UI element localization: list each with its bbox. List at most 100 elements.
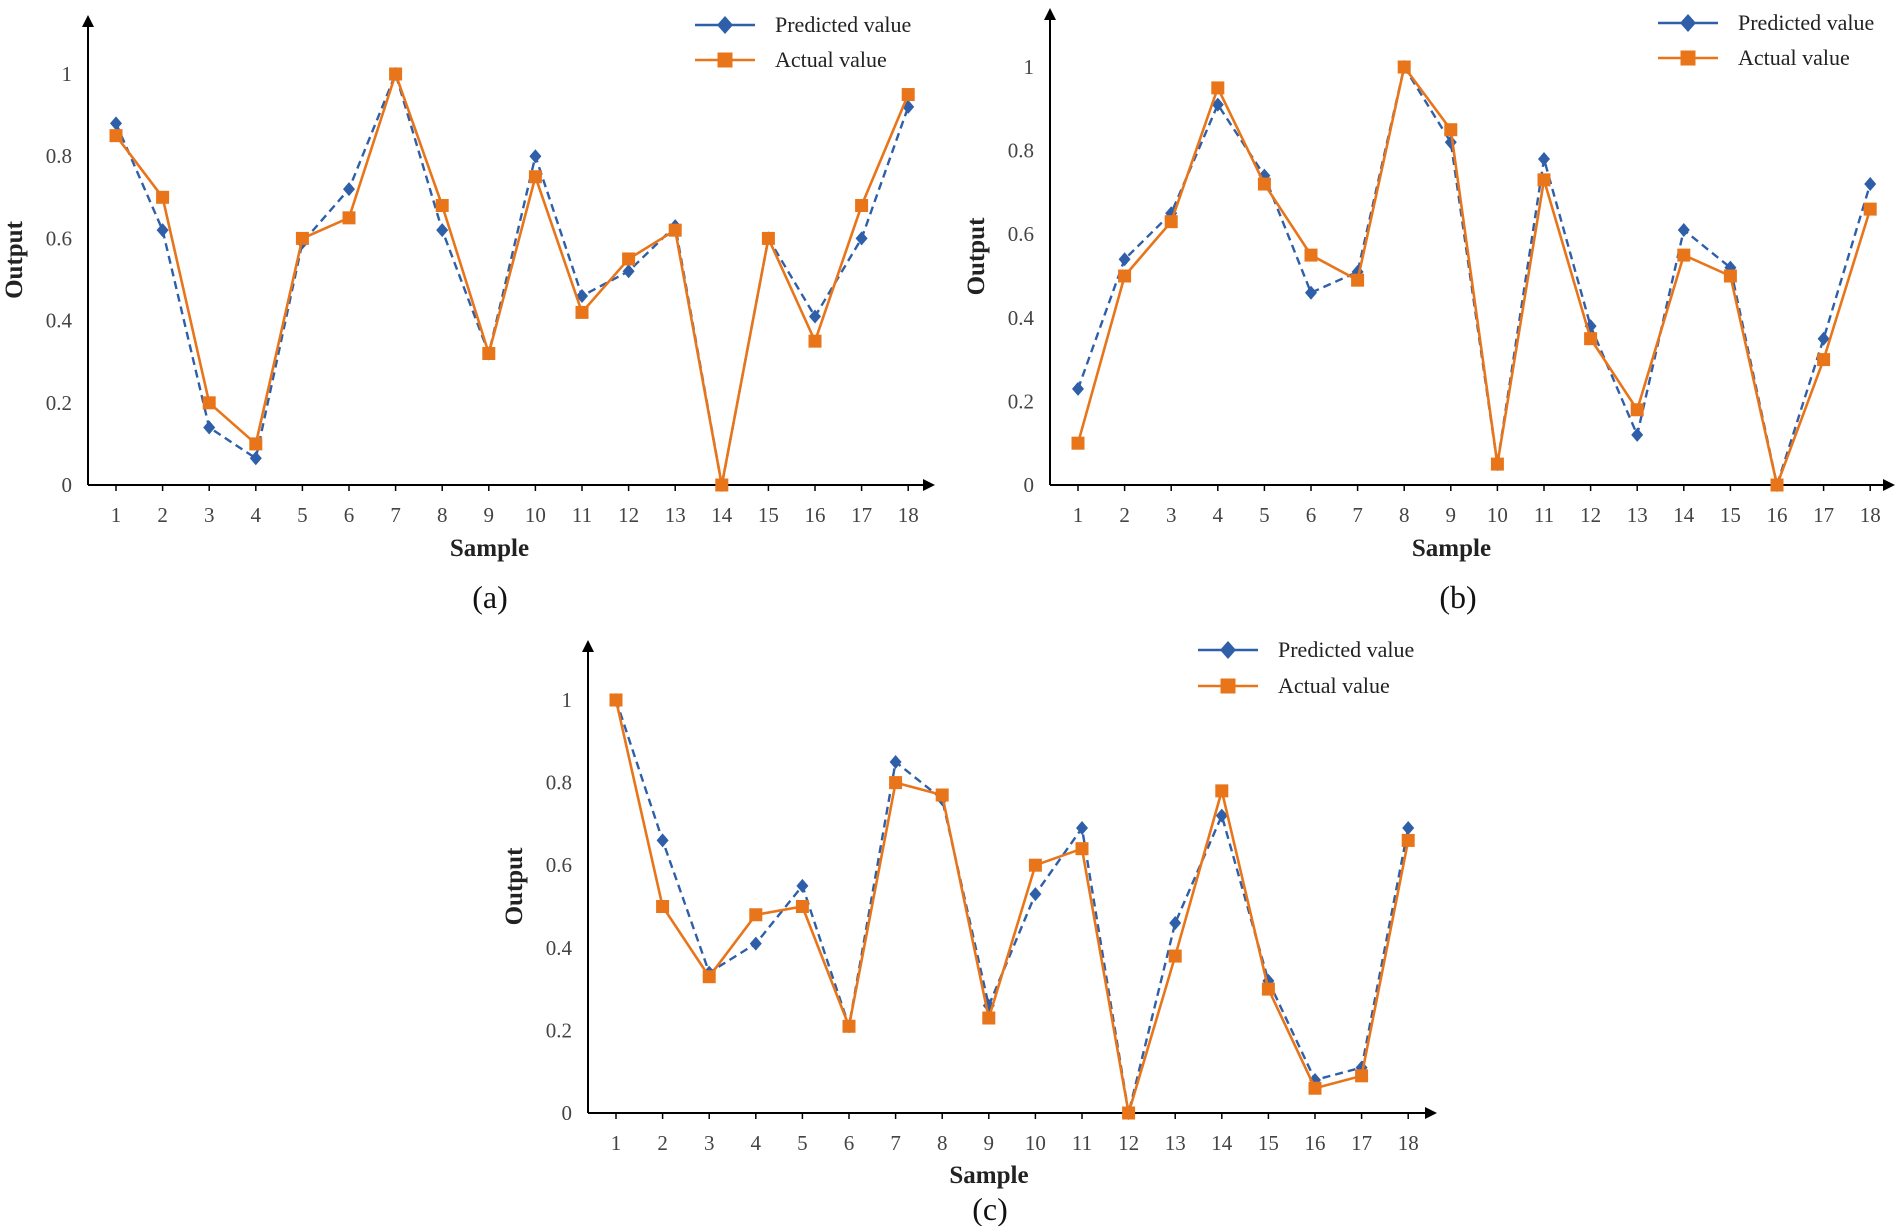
- legend-label-predicted: Predicted value: [1278, 637, 1414, 662]
- data-point-actual: [622, 252, 636, 266]
- data-point-actual: [1770, 478, 1784, 492]
- x-tick-label: 12: [618, 503, 639, 527]
- x-tick-label: 6: [844, 1131, 855, 1155]
- data-point-predicted: [249, 451, 262, 466]
- data-point-actual: [935, 788, 949, 802]
- data-point-predicted: [796, 878, 809, 893]
- series-line-actual: [614, 699, 1410, 1114]
- y-tick-label: 0.2: [546, 1018, 572, 1042]
- data-point-actual: [109, 129, 123, 143]
- x-tick-label: 9: [984, 1131, 995, 1155]
- x-tick-label: 10: [1487, 503, 1508, 527]
- data-point-actual: [1351, 273, 1365, 287]
- chart-panel-3: 00.20.40.60.811 2 3 4 5 6 7 8 9 10 11 12 13 14 15 16 17 1…: [501, 637, 1437, 1226]
- y-tick-label: 0.4: [1008, 306, 1035, 330]
- x-tick-label: 13: [1165, 1131, 1186, 1155]
- y-axis-title: Output: [1, 220, 28, 298]
- legend-label-predicted: Predicted value: [775, 12, 911, 37]
- y-axis-arrow-icon: [82, 15, 94, 27]
- data-point-predicted: [203, 420, 216, 435]
- data-point-predicted: [1029, 887, 1042, 902]
- legend-diamond-icon: [1220, 641, 1236, 659]
- x-tick-label: 11: [1072, 1131, 1092, 1155]
- y-tick-label: 0.8: [546, 771, 572, 795]
- data-point-actual: [668, 223, 682, 237]
- legend: Predicted value Actual value: [1198, 637, 1414, 698]
- x-tick-label: 15: [1720, 503, 1741, 527]
- x-tick-label: 9: [484, 503, 495, 527]
- data-point-actual: [1444, 123, 1458, 137]
- data-point-actual: [1257, 177, 1271, 191]
- legend: Predicted value Actual value: [695, 12, 911, 72]
- data-point-predicted: [889, 754, 902, 769]
- legend-diamond-icon: [1680, 14, 1696, 32]
- legend: Predicted value Actual value: [1658, 10, 1874, 70]
- x-tick-label: 2: [657, 1131, 668, 1155]
- series-line-predicted: [614, 699, 1410, 1114]
- x-tick-label: 18: [1860, 503, 1881, 527]
- x-axis-arrow-icon: [1883, 479, 1895, 491]
- y-tick-label: 0: [1024, 473, 1035, 497]
- legend-square-icon: [717, 52, 733, 68]
- data-point-actual: [1723, 269, 1737, 283]
- data-point-actual: [528, 170, 542, 184]
- x-tick-label: 4: [1213, 503, 1224, 527]
- data-point-actual: [202, 396, 216, 410]
- data-point-actual: [1122, 1106, 1136, 1120]
- x-tick-label: 6: [1306, 503, 1317, 527]
- data-point-actual: [1863, 202, 1877, 216]
- data-point-actual: [855, 199, 869, 213]
- x-tick-label: 4: [751, 1131, 762, 1155]
- data-point-predicted: [1169, 916, 1182, 931]
- legend-square-icon: [1680, 50, 1696, 66]
- chart-panel-1: 00.20.40.60.811 2 3 4 5 6 7 8 9 10 11 12 13 14 15 16 17 1…: [1, 12, 935, 615]
- data-point-actual: [342, 211, 356, 225]
- data-point-actual: [1630, 403, 1644, 417]
- x-tick-label: 2: [157, 503, 168, 527]
- data-point-actual: [1168, 949, 1182, 963]
- x-tick-label: 5: [797, 1131, 808, 1155]
- data-point-actual: [249, 437, 263, 451]
- data-point-predicted: [1817, 331, 1830, 346]
- legend-label-actual: Actual value: [775, 47, 887, 72]
- x-tick-label: 17: [1813, 503, 1834, 527]
- data-point-predicted: [529, 149, 542, 164]
- x-tick-label: 12: [1118, 1131, 1139, 1155]
- x-tick-label: 2: [1119, 503, 1130, 527]
- x-tick-label: 16: [1305, 1131, 1326, 1155]
- data-point-predicted: [1677, 223, 1690, 238]
- x-tick-label: 1: [111, 503, 122, 527]
- data-point-predicted: [576, 288, 588, 303]
- x-tick-label: 16: [1767, 503, 1788, 527]
- y-axis-title: Output: [963, 217, 990, 295]
- y-tick-label: 1: [62, 62, 73, 86]
- data-point-actual: [1490, 457, 1504, 471]
- series-line-predicted: [1076, 63, 1872, 490]
- data-point-actual: [889, 776, 903, 790]
- x-tick-label: 5: [1259, 503, 1270, 527]
- data-point-actual: [702, 970, 716, 984]
- data-point-predicted: [1538, 151, 1550, 166]
- data-point-actual: [656, 900, 670, 913]
- x-tick-label: 9: [1446, 503, 1457, 527]
- x-tick-label: 17: [851, 503, 872, 527]
- x-tick-label: 1: [611, 1131, 622, 1155]
- y-tick-label: 1: [1024, 55, 1035, 79]
- data-point-actual: [1304, 248, 1318, 262]
- x-tick-label: 6: [344, 503, 355, 527]
- x-tick-label: 4: [251, 503, 262, 527]
- data-point-actual: [1164, 215, 1178, 229]
- x-axis-arrow-icon: [923, 479, 935, 491]
- x-tick-label: 3: [704, 1131, 715, 1155]
- panel-caption: (c): [972, 1191, 1008, 1226]
- data-point-predicted: [110, 116, 122, 131]
- legend-diamond-icon: [717, 16, 733, 34]
- data-point-predicted: [1402, 821, 1415, 836]
- y-tick-label: 0.8: [46, 144, 72, 168]
- y-axis-arrow-icon: [1044, 8, 1056, 20]
- x-tick-label: 17: [1351, 1131, 1372, 1155]
- data-point-actual: [389, 67, 403, 81]
- data-point-predicted: [156, 223, 169, 238]
- data-point-actual: [1817, 353, 1831, 367]
- series-line-actual: [1076, 63, 1872, 490]
